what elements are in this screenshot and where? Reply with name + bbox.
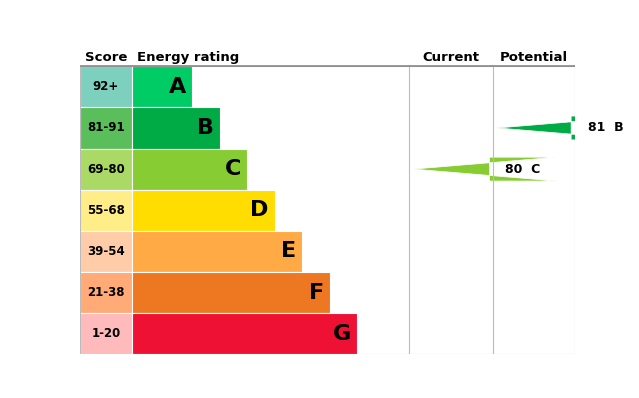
Polygon shape xyxy=(497,116,639,140)
Bar xyxy=(132,66,192,107)
Bar xyxy=(80,66,132,107)
Text: Current: Current xyxy=(423,51,480,64)
Text: 55-68: 55-68 xyxy=(87,204,125,217)
Text: 80  C: 80 C xyxy=(505,163,541,176)
Text: E: E xyxy=(281,241,296,261)
Bar xyxy=(80,148,132,190)
Text: B: B xyxy=(197,118,214,138)
Bar xyxy=(132,148,247,190)
Text: 21-38: 21-38 xyxy=(87,286,125,299)
Text: F: F xyxy=(309,283,324,302)
Text: 69-80: 69-80 xyxy=(87,163,125,176)
Text: 81-91: 81-91 xyxy=(87,121,125,135)
Bar xyxy=(132,107,220,148)
Bar xyxy=(80,272,132,313)
Text: 92+: 92+ xyxy=(93,80,119,94)
Text: Potential: Potential xyxy=(500,51,568,64)
Text: 81  B: 81 B xyxy=(589,121,624,135)
Bar xyxy=(132,272,330,313)
Text: A: A xyxy=(169,77,187,97)
Bar xyxy=(80,313,132,354)
Text: C: C xyxy=(225,159,242,179)
Bar xyxy=(132,231,302,272)
Text: 1-20: 1-20 xyxy=(91,327,121,340)
Bar xyxy=(80,190,132,231)
Text: Energy rating: Energy rating xyxy=(137,51,239,64)
Bar xyxy=(132,190,275,231)
Bar xyxy=(80,231,132,272)
Text: D: D xyxy=(250,200,269,220)
Bar xyxy=(132,313,357,354)
Text: Score: Score xyxy=(85,51,127,64)
Text: G: G xyxy=(333,324,351,343)
Bar xyxy=(80,107,132,148)
Polygon shape xyxy=(413,157,557,181)
Text: 39-54: 39-54 xyxy=(87,245,125,258)
